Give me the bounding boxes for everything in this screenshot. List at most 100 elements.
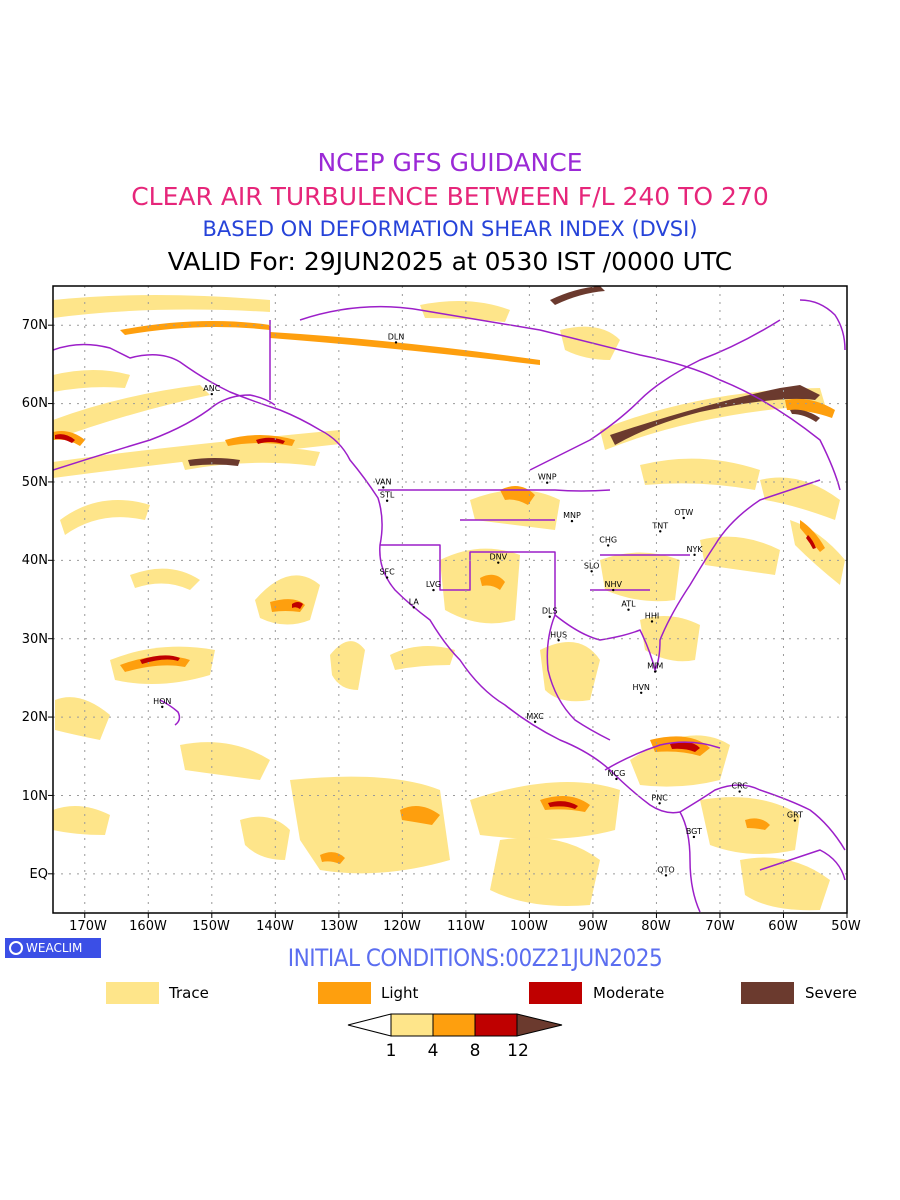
lat-label-50n: 50N <box>21 475 48 490</box>
map-frame <box>52 285 848 914</box>
legend-swatch-light <box>318 982 371 1004</box>
station-marker <box>557 639 560 642</box>
lon-label-140w: 140W <box>256 919 294 934</box>
station-labels: ANC DLN VAN STL WNP MNP OTW TNT CHG NYK DNV SFC SLO L… <box>153 332 803 877</box>
colorbar-tick-12: 12 <box>507 1041 529 1061</box>
station-label: MIM <box>647 662 663 671</box>
title-line-2: CLEAR AIR TURBULENCE BETWEEN F/L 240 TO … <box>131 182 769 211</box>
station-label: NHV <box>605 580 623 589</box>
lat-label-10n: 10N <box>21 789 48 804</box>
severe-areas <box>188 286 820 466</box>
station-label: LA <box>409 597 420 606</box>
grid-lines <box>53 286 847 913</box>
valid-time-title: VALID For: 29JUN2025 at 0530 IST /0000 U… <box>167 247 733 276</box>
station-marker <box>590 570 593 573</box>
station-label: STL <box>380 491 395 500</box>
station-marker <box>394 341 398 344</box>
legend-label-light: Light <box>381 984 419 1002</box>
station-marker <box>659 530 662 533</box>
station-label: HHI <box>645 611 659 620</box>
lon-label-110w: 110W <box>447 919 485 934</box>
legend-swatch-moderate <box>529 982 582 1004</box>
colorbar-light <box>432 1013 476 1037</box>
station-marker <box>606 544 610 547</box>
lon-label-150w: 150W <box>192 919 230 934</box>
station-label: TNT <box>651 521 668 530</box>
station-marker <box>161 705 164 709</box>
station-label: HUS <box>550 630 567 639</box>
weaclim-logo-icon <box>9 941 23 955</box>
weaclim-badge[interactable]: WEACLIM <box>5 938 101 958</box>
colorbar <box>347 1013 563 1037</box>
station-marker <box>570 519 574 523</box>
station-label: CRC <box>731 782 748 791</box>
lon-label-90w: 90W <box>578 919 608 934</box>
station-marker <box>658 802 661 805</box>
station-label: VAN <box>375 477 391 486</box>
station-marker <box>693 553 696 557</box>
lon-label-80w: 80W <box>641 919 671 934</box>
station-marker <box>545 481 549 484</box>
station-label: ATL <box>621 600 636 609</box>
station-marker <box>210 392 213 396</box>
lat-label-70n: 70N <box>21 318 48 333</box>
station-marker <box>382 486 385 489</box>
station-marker <box>412 606 415 609</box>
colorbar-tick-1: 1 <box>385 1041 397 1061</box>
moderate-areas <box>55 434 816 809</box>
colorbar-tick-4: 4 <box>427 1041 439 1061</box>
station-label: PNC <box>651 793 668 802</box>
lon-label-70w: 70W <box>705 919 735 934</box>
legend-label-trace: Trace <box>169 984 209 1002</box>
station-marker <box>650 620 654 623</box>
station-label: HVN <box>632 683 649 692</box>
station-marker <box>692 835 696 839</box>
station-marker <box>432 588 435 592</box>
station-label: SLO <box>584 561 600 570</box>
lon-label-50w: 50W <box>831 919 861 934</box>
station-label: MNP <box>563 511 581 520</box>
colorbar-moderate <box>474 1013 518 1037</box>
station-marker <box>548 615 551 618</box>
station-marker <box>738 790 741 793</box>
station-label: LVG <box>426 580 441 589</box>
station-label: SFC <box>379 568 395 577</box>
station-marker <box>793 819 797 822</box>
trace-areas <box>53 295 845 911</box>
lat-label-60n: 60N <box>21 396 48 411</box>
legend-swatch-trace <box>106 982 159 1004</box>
colorbar-tick-8: 8 <box>469 1041 481 1061</box>
station-label: DNV <box>489 553 507 562</box>
lon-label-170w: 170W <box>69 919 107 934</box>
legend-label-severe: Severe <box>805 984 857 1002</box>
initial-conditions: INITIAL CONDITIONS:00Z21JUN2025 <box>287 944 663 972</box>
station-marker <box>639 691 643 694</box>
lon-label-60w: 60W <box>768 919 798 934</box>
station-label: BGT <box>686 827 702 836</box>
station-marker <box>533 720 537 723</box>
station-marker <box>497 561 500 564</box>
station-marker <box>385 499 389 502</box>
station-label: WNP <box>538 473 557 482</box>
station-label: DLS <box>542 607 558 616</box>
colorbar-under-arrow <box>347 1013 392 1037</box>
station-label: NYK <box>686 545 703 554</box>
lat-label-30n: 30N <box>21 632 48 647</box>
axis-ticks <box>48 324 848 918</box>
lat-label-eq: EQ <box>29 867 48 882</box>
lon-label-130w: 130W <box>320 919 358 934</box>
station-label: ANC <box>203 384 220 393</box>
station-label: OTW <box>674 508 693 517</box>
station-marker <box>612 588 615 592</box>
legend-label-moderate: Moderate <box>593 984 665 1002</box>
station-marker <box>385 576 389 579</box>
station-marker <box>627 608 630 611</box>
station-marker <box>653 670 657 673</box>
title-line-1: NCEP GFS GUIDANCE <box>317 148 583 177</box>
colorbar-severe-arrow <box>516 1013 563 1037</box>
station-label: CHG <box>599 535 617 544</box>
station-label: NCG <box>608 769 626 778</box>
lon-label-100w: 100W <box>510 919 548 934</box>
station-label: DLN <box>388 332 405 341</box>
